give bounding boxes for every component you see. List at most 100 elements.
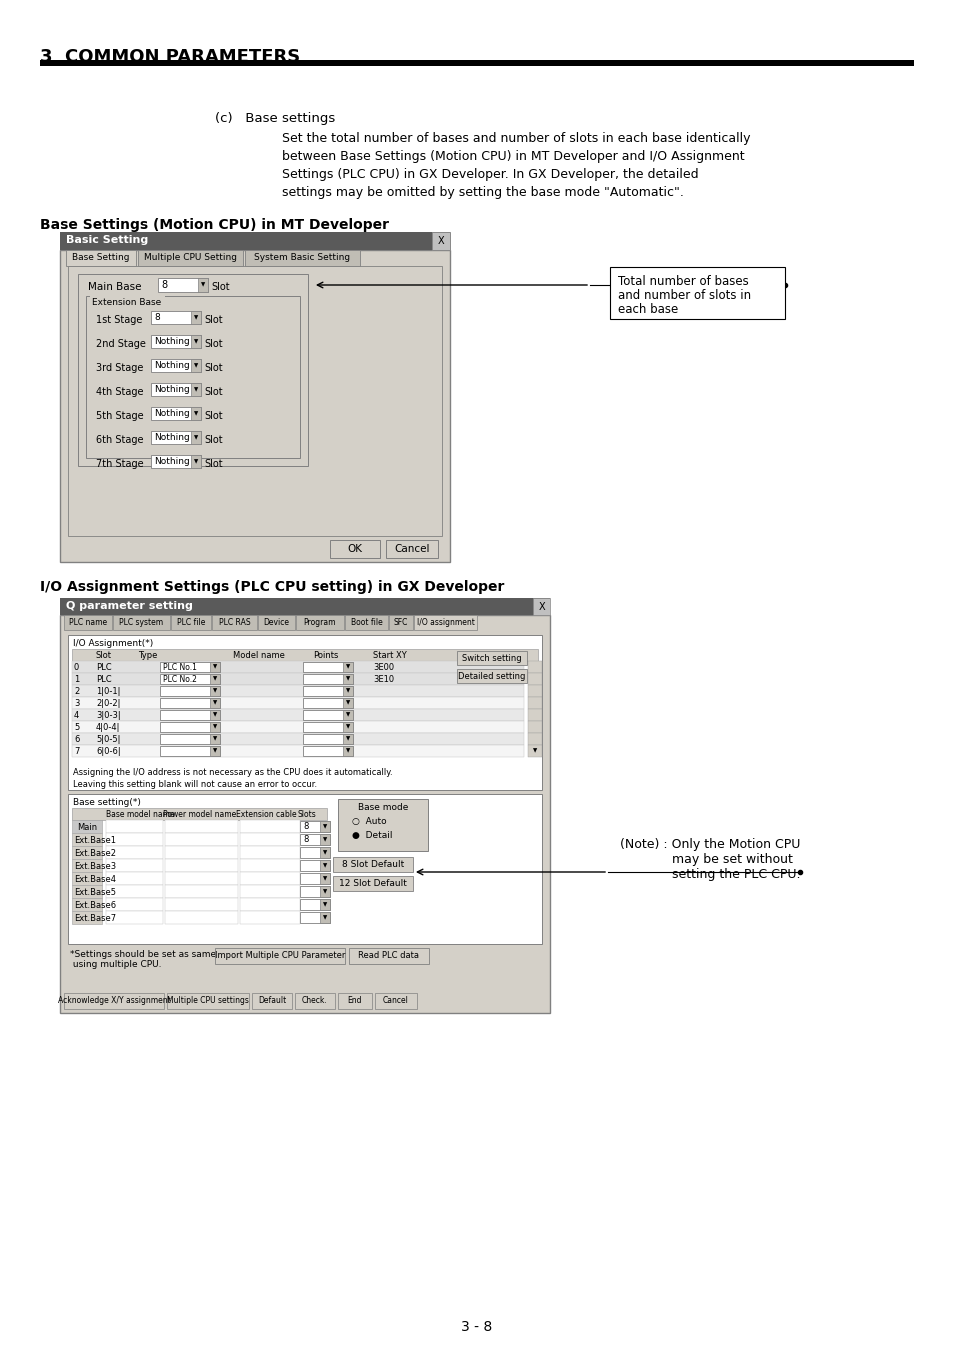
Text: SFC: SFC: [394, 618, 408, 626]
Text: ▼: ▼: [193, 315, 198, 320]
Text: Slot: Slot: [204, 315, 222, 325]
Text: 7: 7: [74, 747, 79, 756]
Text: Nothing: Nothing: [153, 433, 190, 441]
Bar: [165, 833, 237, 846]
Text: ▼: ▼: [193, 339, 198, 344]
Text: Nothing: Nothing: [153, 458, 190, 466]
Bar: [64, 994, 164, 1008]
Bar: [527, 684, 541, 697]
Text: Extension Base: Extension Base: [91, 298, 161, 306]
Bar: [432, 232, 450, 250]
Bar: [71, 733, 523, 745]
Bar: [527, 733, 541, 745]
Text: PLC: PLC: [96, 675, 112, 684]
Bar: [151, 359, 201, 373]
Text: I/O Assignment(*): I/O Assignment(*): [73, 639, 153, 648]
Bar: [106, 911, 163, 923]
Text: ▼: ▼: [346, 737, 350, 741]
Text: ▼: ▼: [322, 837, 327, 842]
Bar: [71, 697, 523, 709]
Bar: [191, 335, 201, 348]
Text: Slot: Slot: [204, 339, 222, 350]
Bar: [343, 710, 353, 720]
Text: Switch setting: Switch setting: [461, 653, 521, 663]
Bar: [191, 455, 201, 468]
Bar: [191, 383, 201, 396]
Bar: [319, 873, 330, 884]
Bar: [160, 734, 220, 744]
Text: 7th Stage: 7th Stage: [96, 459, 144, 468]
Text: 3: 3: [74, 699, 79, 707]
Text: ▼: ▼: [193, 410, 198, 416]
Bar: [210, 722, 220, 732]
Text: ▼: ▼: [322, 824, 327, 829]
Bar: [343, 734, 353, 744]
Bar: [68, 266, 441, 536]
Text: Basic Setting: Basic Setting: [66, 235, 148, 244]
Bar: [210, 747, 220, 756]
Bar: [527, 709, 541, 721]
Bar: [71, 911, 102, 923]
Text: 5|0-5|: 5|0-5|: [96, 734, 120, 744]
Text: Nothing: Nothing: [153, 385, 190, 394]
Bar: [414, 616, 476, 630]
Bar: [165, 872, 237, 886]
Bar: [151, 431, 201, 444]
Bar: [299, 886, 330, 896]
Bar: [343, 662, 353, 672]
Text: ▼: ▼: [201, 282, 205, 288]
Bar: [214, 948, 345, 964]
Bar: [71, 886, 102, 898]
Text: Ext.Base5: Ext.Base5: [74, 888, 116, 896]
Text: ▼: ▼: [346, 676, 350, 682]
Text: Type: Type: [138, 651, 157, 660]
Bar: [533, 598, 550, 616]
Bar: [106, 846, 163, 859]
Bar: [191, 310, 201, 324]
Bar: [106, 872, 163, 886]
Bar: [160, 722, 220, 732]
Bar: [60, 598, 550, 616]
Bar: [303, 747, 353, 756]
Text: Detailed setting: Detailed setting: [457, 672, 525, 680]
Text: Total number of bases: Total number of bases: [618, 275, 748, 288]
Bar: [299, 846, 330, 859]
Bar: [527, 697, 541, 709]
Text: System Basic Setting: System Basic Setting: [254, 252, 350, 262]
Bar: [527, 674, 541, 684]
Bar: [299, 873, 330, 884]
Text: ▼: ▼: [193, 459, 198, 464]
Bar: [303, 686, 353, 697]
Bar: [71, 809, 327, 819]
Bar: [337, 799, 428, 850]
Text: Slot: Slot: [204, 435, 222, 446]
Text: 6|0-6|: 6|0-6|: [96, 747, 121, 756]
Bar: [165, 819, 237, 833]
Bar: [71, 872, 102, 886]
Bar: [333, 857, 413, 872]
Bar: [151, 310, 201, 324]
Text: Nothing: Nothing: [153, 409, 190, 418]
Text: Slot: Slot: [204, 387, 222, 397]
Bar: [319, 913, 330, 923]
Bar: [240, 859, 299, 872]
Bar: [160, 674, 220, 684]
Text: ▼: ▼: [213, 725, 217, 729]
Bar: [303, 674, 353, 684]
Bar: [71, 859, 102, 872]
Text: Settings (PLC CPU) in GX Developer. In GX Developer, the detailed: Settings (PLC CPU) in GX Developer. In G…: [282, 167, 698, 181]
Bar: [198, 278, 208, 292]
Bar: [375, 994, 416, 1008]
Text: ○  Auto: ○ Auto: [352, 817, 386, 826]
Bar: [138, 250, 243, 266]
Text: 8: 8: [153, 313, 159, 323]
Text: 8: 8: [161, 279, 167, 290]
Bar: [240, 833, 299, 846]
Text: Cancel: Cancel: [383, 996, 409, 1004]
Bar: [343, 722, 353, 732]
Bar: [165, 898, 237, 911]
Text: PLC RAS: PLC RAS: [218, 618, 250, 626]
Bar: [319, 886, 330, 896]
Text: Default: Default: [257, 996, 286, 1004]
Text: 3  COMMON PARAMETERS: 3 COMMON PARAMETERS: [40, 49, 300, 66]
